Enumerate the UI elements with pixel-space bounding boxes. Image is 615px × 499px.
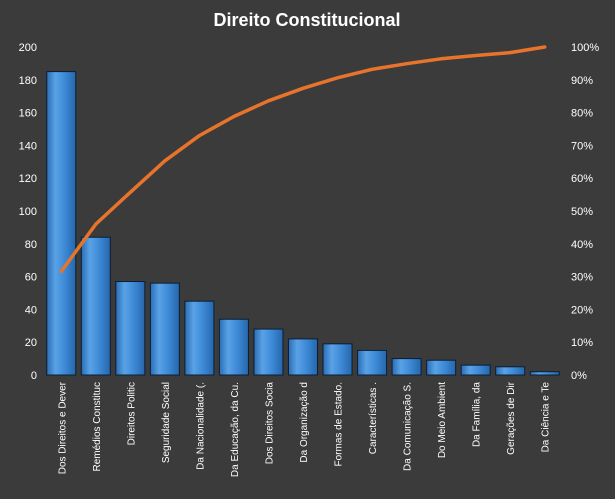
- bar: [253, 328, 284, 376]
- bar-series: [46, 71, 560, 376]
- bar: [149, 282, 180, 376]
- right-tick-label: 40%: [571, 239, 593, 251]
- x-tick-label: Características .: [368, 382, 379, 454]
- x-tick-label: Da Ciência e Te: [541, 382, 552, 453]
- x-tick-label: Direitos Politic: [126, 382, 137, 445]
- right-tick-label: 10%: [571, 337, 593, 349]
- right-tick-label: 30%: [571, 272, 593, 284]
- right-tick-label: 70%: [571, 140, 593, 152]
- x-tick-label: Da Comunicação S.: [403, 382, 414, 471]
- right-tick-label: 60%: [571, 173, 593, 185]
- x-tick-label: Remédios Constituc: [92, 382, 103, 471]
- right-tick-label: 50%: [571, 206, 593, 218]
- bar: [391, 358, 422, 376]
- right-tick-label: 0%: [571, 370, 587, 382]
- bar: [357, 349, 388, 376]
- x-tick-label: Dos Direitos e Dever: [57, 381, 68, 474]
- left-tick-label: 100: [19, 206, 37, 218]
- cumulative-line-series: [59, 45, 547, 274]
- chart-title: Direito Constitucional: [213, 10, 400, 30]
- right-tick-label: 100%: [571, 42, 599, 54]
- bar: [322, 343, 353, 376]
- left-axis-ticks: 0 20 40 60 80 100 120 140 160 180 200: [19, 42, 37, 382]
- left-tick-label: 120: [19, 173, 37, 185]
- left-tick-label: 160: [19, 108, 37, 120]
- right-tick-label: 90%: [571, 75, 593, 87]
- x-tick-label: Da Educação, da Cu.: [230, 382, 241, 477]
- x-tick-label: Do Meio Ambient: [437, 382, 448, 458]
- bar: [80, 236, 111, 376]
- right-tick-label: 20%: [571, 304, 593, 316]
- right-tick-label: 80%: [571, 108, 593, 120]
- x-tick-label: Seguridade Social: [161, 382, 172, 463]
- bar: [426, 359, 457, 376]
- bar: [495, 366, 526, 376]
- left-tick-label: 60: [25, 272, 37, 284]
- cumulative-line: [59, 45, 547, 274]
- bar: [115, 281, 146, 376]
- bar: [460, 364, 491, 376]
- x-tick-label: Da Família, da: [472, 382, 483, 447]
- left-tick-label: 40: [25, 304, 37, 316]
- x-tick-label: Da Nacionalidade (.: [195, 382, 206, 470]
- bar: [218, 318, 249, 376]
- x-tick-label: Formas de Estado.: [334, 382, 345, 466]
- x-tick-label: Gerações de Dir: [506, 381, 517, 454]
- bar: [287, 338, 319, 376]
- right-axis-ticks: 0% 10% 20% 30% 40% 50% 60% 70% 80% 90% 100%: [571, 42, 599, 382]
- left-tick-label: 200: [19, 42, 37, 54]
- left-tick-label: 80: [25, 239, 37, 251]
- bar: [529, 371, 560, 376]
- left-tick-label: 0: [31, 370, 37, 382]
- x-tick-label: Dos Direitos Socia: [264, 382, 275, 465]
- left-tick-label: 140: [19, 140, 37, 152]
- x-tick-label: Da Organização d: [299, 382, 310, 463]
- bar: [184, 300, 215, 376]
- x-axis-labels: Dos Direitos e Dever Remédios Constituc Di…: [57, 381, 551, 477]
- left-tick-label: 20: [25, 337, 37, 349]
- left-tick-label: 180: [19, 75, 37, 87]
- bar: [46, 71, 77, 376]
